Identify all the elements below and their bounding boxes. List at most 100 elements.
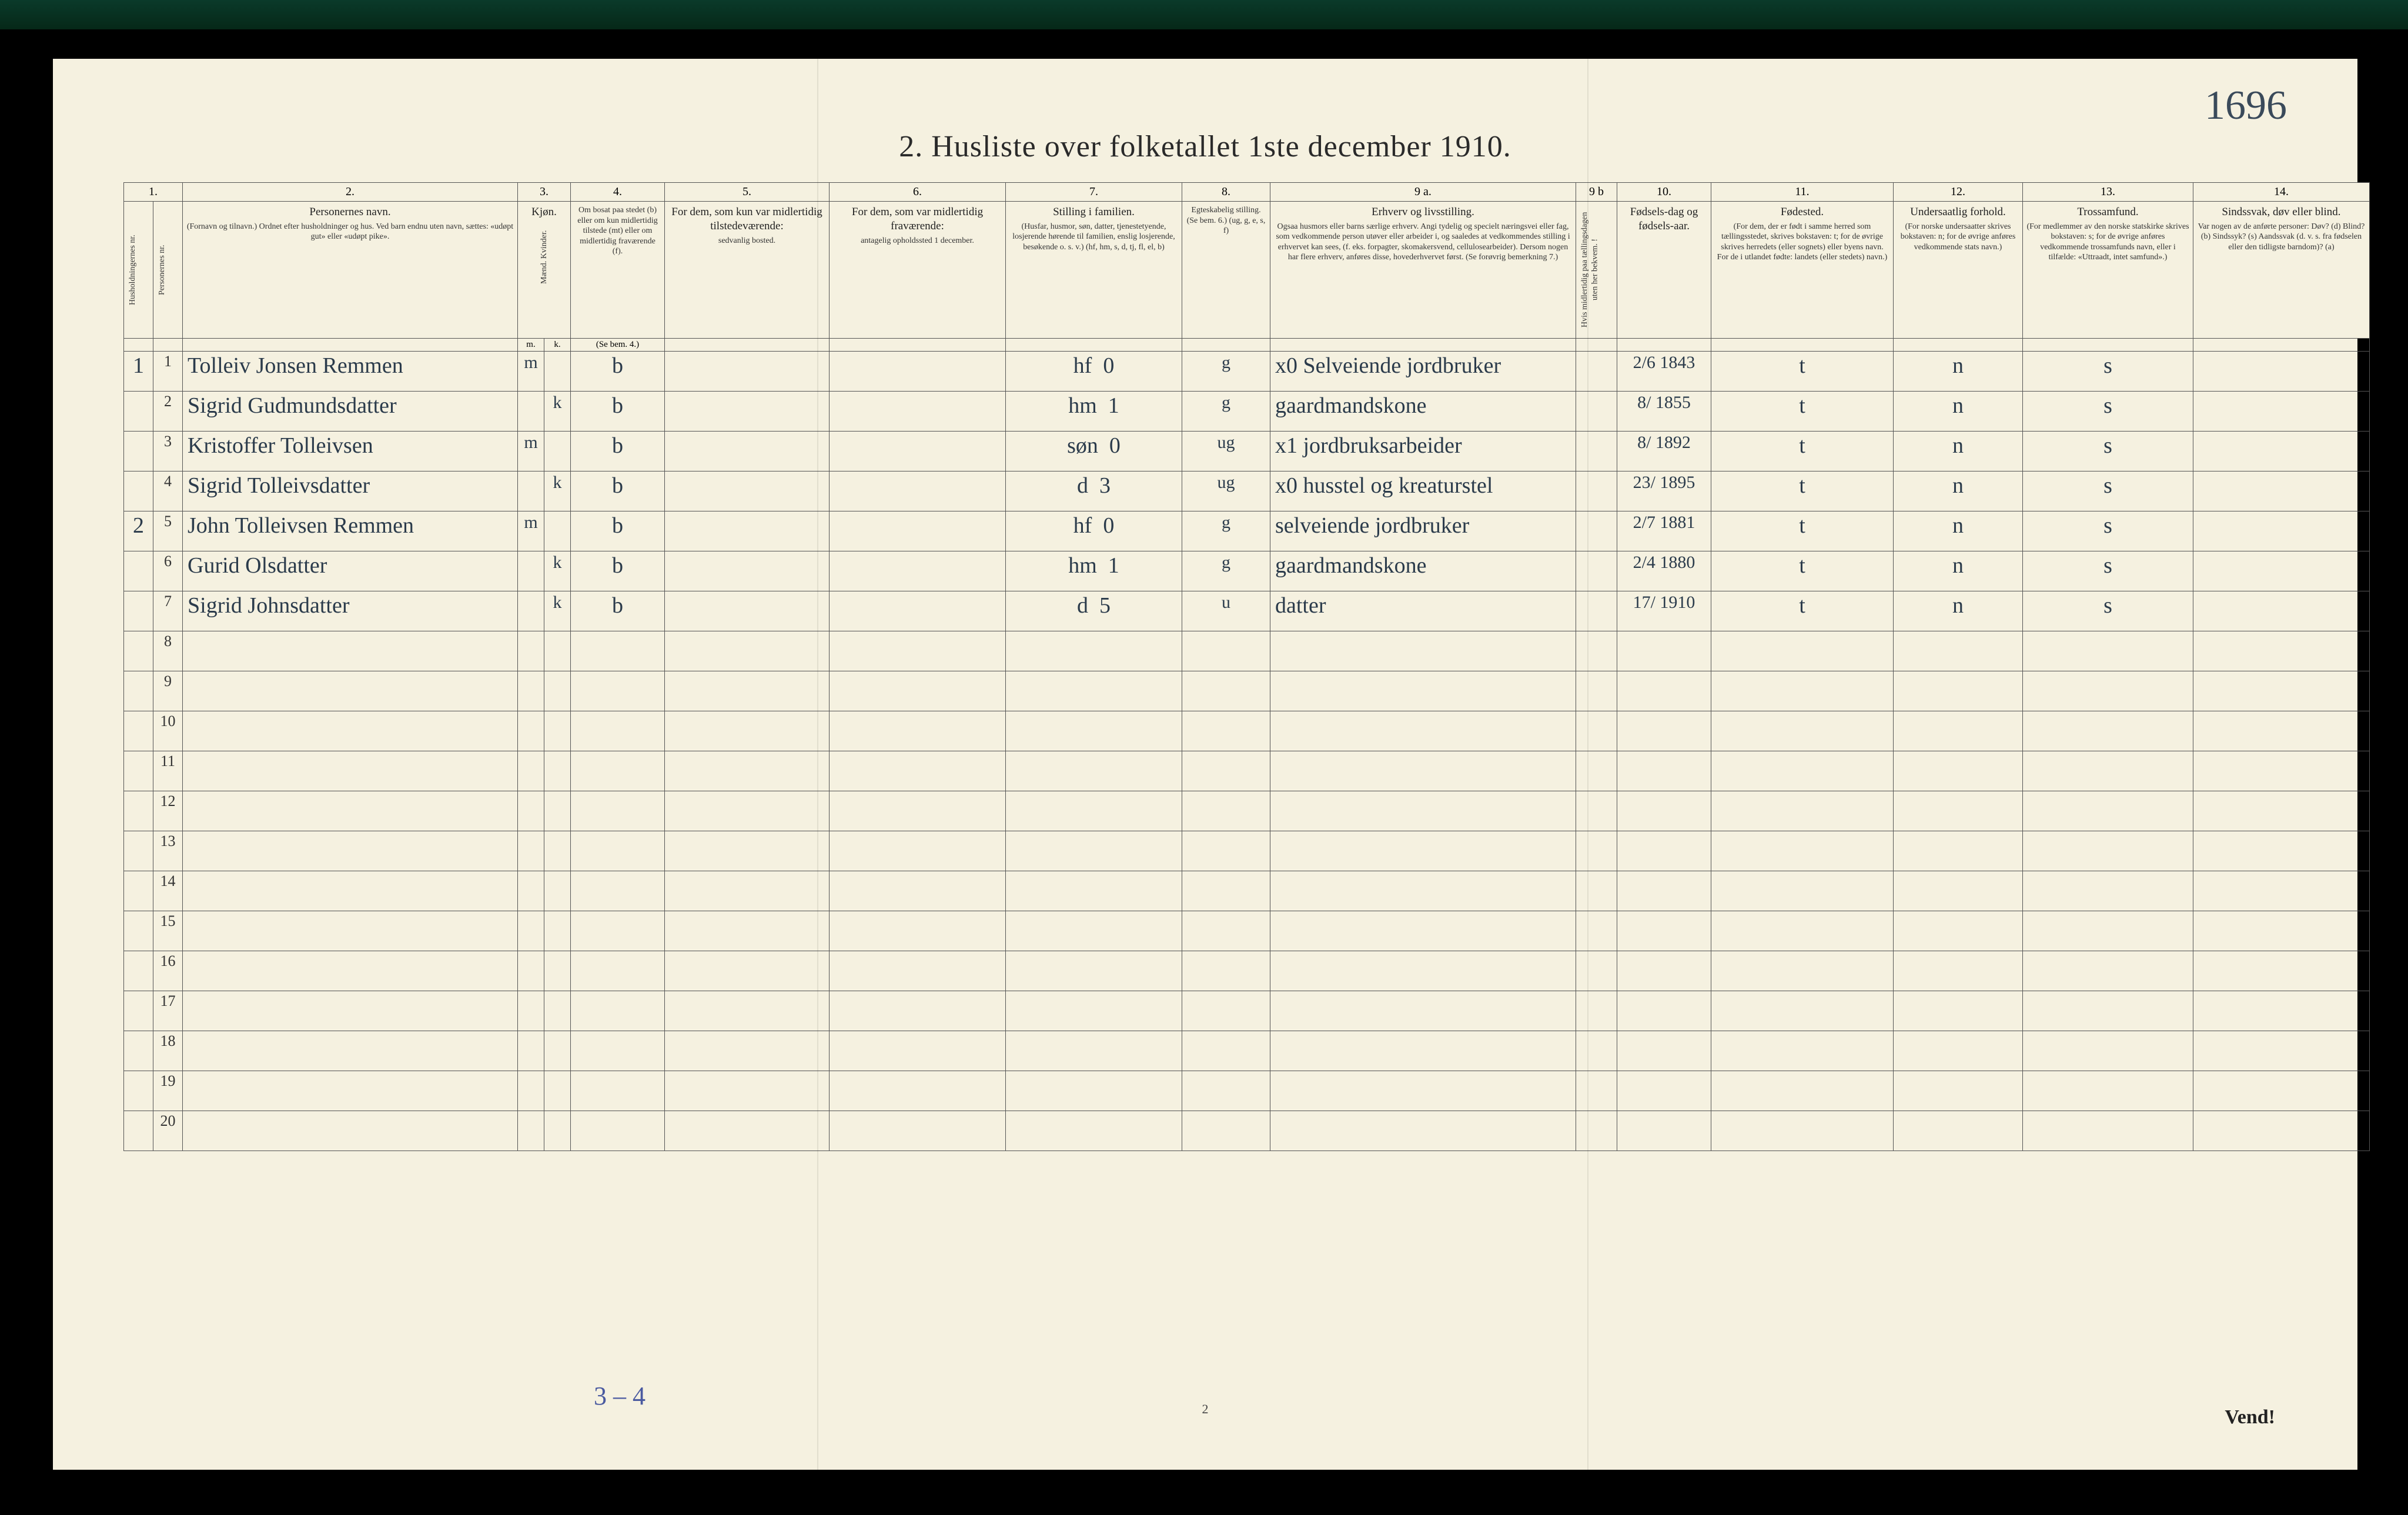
cell-empty — [1270, 831, 1576, 871]
cell-temp-present — [665, 551, 830, 591]
cell-empty — [1182, 751, 1270, 791]
cell-empty — [1182, 671, 1270, 711]
cell-empty — [183, 631, 518, 671]
cell-household-nr — [124, 911, 153, 951]
table-row-empty: 14 — [124, 871, 2370, 911]
cell-empty — [1576, 1111, 1617, 1151]
cell-residence: b — [571, 471, 665, 511]
cell-empty — [1182, 631, 1270, 671]
cell-empty — [1182, 831, 1270, 871]
cell-empty — [665, 831, 830, 871]
cell-temp-present — [665, 511, 830, 551]
hdr-religion: Trossamfund. (For medlemmer av den norsk… — [2023, 202, 2193, 339]
cell-name: Tolleiv Jonsen Remmen — [183, 352, 518, 392]
colnum-13: 13. — [2023, 183, 2193, 202]
cell-empty — [518, 751, 544, 791]
cell-disability — [2193, 551, 2370, 591]
cell-empty — [830, 751, 1006, 791]
cell-person-nr: 15 — [153, 911, 183, 951]
column-header-row: Husholdningernes nr. Personernes nr. Per… — [124, 202, 2370, 339]
cell-residence: b — [571, 432, 665, 471]
cell-empty — [1894, 751, 2023, 791]
cell-person-nr: 12 — [153, 791, 183, 831]
cell-empty — [571, 991, 665, 1031]
cell-empty — [1270, 991, 1576, 1031]
cell-empty — [665, 951, 830, 991]
cell-empty — [1711, 1031, 1894, 1071]
cell-dob: 2/4 1880 — [1617, 551, 1711, 591]
cell-name: Gurid Olsdatter — [183, 551, 518, 591]
cell-birthplace: t — [1711, 352, 1894, 392]
cell-sex-k: k — [544, 471, 571, 511]
cell-empty — [1270, 791, 1576, 831]
cell-empty — [1576, 1071, 1617, 1111]
cell-household-nr — [124, 591, 153, 631]
cell-person-nr: 13 — [153, 831, 183, 871]
cell-nationality: n — [1894, 471, 2023, 511]
sub-blank-15 — [2023, 339, 2193, 352]
cell-empty — [1006, 751, 1182, 791]
table-row-empty: 17 — [124, 991, 2370, 1031]
cell-empty — [518, 671, 544, 711]
cell-empty — [1006, 831, 1182, 871]
cell-empty — [183, 991, 518, 1031]
table-row-empty: 9 — [124, 671, 2370, 711]
cell-empty — [2193, 831, 2370, 871]
cell-empty — [830, 1111, 1006, 1151]
table-row-empty: 15 — [124, 911, 2370, 951]
cell-empty — [183, 1071, 518, 1111]
cell-empty — [2023, 951, 2193, 991]
cell-religion: s — [2023, 432, 2193, 471]
cell-birthplace: t — [1711, 432, 1894, 471]
sub-sebem4: (Se bem. 4.) — [571, 339, 665, 352]
cell-disability — [2193, 352, 2370, 392]
cell-empty — [1617, 631, 1711, 671]
cell-empty — [518, 1111, 544, 1151]
cell-empty — [571, 1071, 665, 1111]
cell-sex-k: k — [544, 551, 571, 591]
cell-empty — [2023, 711, 2193, 751]
sub-blank-13 — [1711, 339, 1894, 352]
cell-empty — [2023, 1111, 2193, 1151]
cell-marital: ug — [1182, 471, 1270, 511]
cell-household-nr — [124, 831, 153, 871]
sub-k: k. — [544, 339, 571, 352]
sub-m: m. — [518, 339, 544, 352]
cell-empty — [1617, 911, 1711, 951]
cell-empty — [518, 871, 544, 911]
cell-9b — [1576, 471, 1617, 511]
cell-sex-m: m — [518, 511, 544, 551]
cell-empty — [183, 951, 518, 991]
cell-household-nr — [124, 1111, 153, 1151]
cell-empty — [544, 1031, 571, 1071]
cell-religion: s — [2023, 352, 2193, 392]
cell-household-nr — [124, 671, 153, 711]
cell-empty — [1617, 711, 1711, 751]
cell-empty — [571, 791, 665, 831]
cell-empty — [2193, 671, 2370, 711]
cell-occupation: x0 Selveiende jordbruker — [1270, 352, 1576, 392]
cell-nationality: n — [1894, 511, 2023, 551]
cell-household-nr — [124, 432, 153, 471]
cell-empty — [1006, 671, 1182, 711]
cell-empty — [665, 1111, 830, 1151]
hdr-temp-present: For dem, som kun var midlertidig tilsted… — [665, 202, 830, 339]
cell-sex-m — [518, 591, 544, 631]
cell-empty — [2023, 791, 2193, 831]
cell-empty — [830, 631, 1006, 671]
colnum-3: 3. — [518, 183, 571, 202]
census-table: 1. 2. 3. 4. 5. 6. 7. 8. 9 a. 9 b 10. 11.… — [123, 182, 2370, 1151]
cell-empty — [1894, 831, 2023, 871]
cell-9b — [1576, 591, 1617, 631]
cell-temp-absent — [830, 551, 1006, 591]
hdr-dob: Fødsels-dag og fødsels-aar. — [1617, 202, 1711, 339]
cell-empty — [2193, 1031, 2370, 1071]
cell-empty — [665, 671, 830, 711]
cell-household-nr: 2 — [124, 511, 153, 551]
cell-occupation: x0 husstel og kreaturstel — [1270, 471, 1576, 511]
table-row: 2Sigrid Gudmundsdatterkbhm 1ggaardmandsk… — [124, 392, 2370, 432]
cell-empty — [1182, 791, 1270, 831]
cell-religion: s — [2023, 591, 2193, 631]
cell-disability — [2193, 471, 2370, 511]
cell-empty — [1711, 1071, 1894, 1111]
